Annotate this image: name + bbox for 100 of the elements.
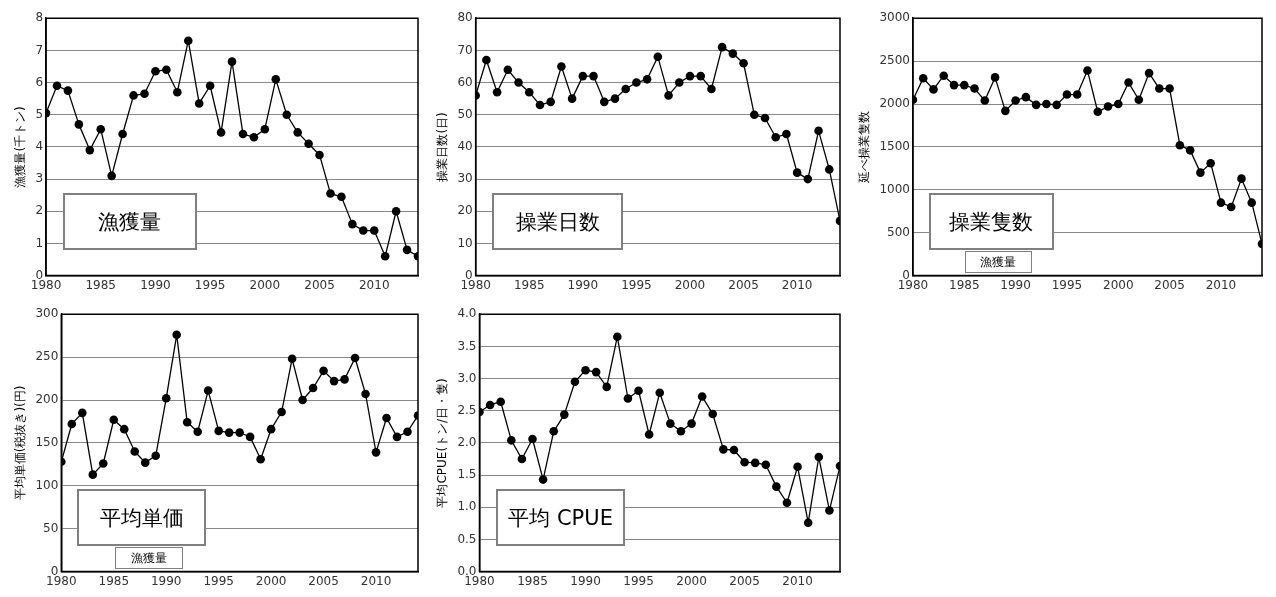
point <box>1021 92 1031 102</box>
y-tick-label: 3.5 <box>457 338 477 353</box>
point <box>277 407 286 417</box>
point <box>825 506 834 515</box>
point <box>249 132 259 142</box>
point <box>235 428 244 437</box>
y-tick-label: 250 <box>35 349 59 364</box>
y-tick-label: 3 <box>35 171 44 186</box>
point <box>182 418 192 427</box>
y-tick-label: 2.0 <box>457 435 477 450</box>
point <box>567 94 577 103</box>
point <box>1042 99 1051 109</box>
point <box>980 96 990 105</box>
point <box>371 448 381 457</box>
point <box>528 434 537 444</box>
x-tick-label: 1985 <box>85 277 117 292</box>
x-tick-label: 2010 <box>1205 277 1237 292</box>
x-tick-label: 1985 <box>513 277 545 292</box>
x-tick-label: 1990 <box>1000 277 1031 292</box>
y-axis-title: 延べ操業隻数 <box>857 110 872 184</box>
point <box>929 85 938 94</box>
point <box>591 367 601 377</box>
point <box>739 58 748 68</box>
point <box>67 419 77 429</box>
point <box>74 120 84 129</box>
text-box: 平均単価 <box>77 489 206 546</box>
y-tick-label: 5 <box>35 106 44 121</box>
point <box>696 71 705 81</box>
point <box>546 97 555 107</box>
y-tick-label: 60 <box>457 74 473 89</box>
text-box: 漁獲量 <box>114 547 183 569</box>
point <box>107 171 116 181</box>
point <box>506 436 516 445</box>
y-tick-label: 80 <box>457 10 473 25</box>
point <box>538 475 548 484</box>
y-tick-label: 50 <box>43 520 59 535</box>
point <box>771 132 781 142</box>
y-tick-label: 40 <box>457 139 473 154</box>
y-tick-label: 1000 <box>879 181 910 196</box>
point <box>970 84 979 93</box>
y-tick-label: 100 <box>35 477 59 492</box>
point <box>1216 198 1226 207</box>
point <box>517 454 527 464</box>
text-box: 操業隻数 <box>928 193 1055 250</box>
point <box>524 87 534 97</box>
point <box>194 99 204 108</box>
point <box>1031 100 1041 110</box>
point <box>782 129 791 139</box>
point <box>340 375 349 384</box>
point <box>589 71 598 81</box>
y-tick-label: 150 <box>35 435 59 450</box>
point <box>1072 90 1082 99</box>
point <box>482 55 491 65</box>
point <box>380 251 390 261</box>
y-tick-label: 4 <box>35 139 44 154</box>
y-tick-label: 4.0 <box>457 306 477 321</box>
point <box>949 80 959 90</box>
x-tick-label: 1990 <box>150 573 182 588</box>
point <box>655 388 665 398</box>
y-tick-label: 1.5 <box>457 467 477 482</box>
y-axis-title: 操業日数(日) <box>435 112 450 182</box>
point <box>203 386 213 395</box>
point <box>361 389 370 399</box>
point <box>1113 99 1123 109</box>
point <box>578 71 588 81</box>
point <box>496 397 505 407</box>
y-tick-label: 500 <box>887 224 910 239</box>
point <box>685 71 695 81</box>
point <box>216 128 226 137</box>
y-tick-label: 2500 <box>879 53 910 68</box>
y-tick-label: 0.5 <box>457 531 477 546</box>
x-tick-label: 1985 <box>98 573 130 588</box>
point <box>162 65 171 74</box>
x-tick-label: 1980 <box>460 277 491 292</box>
point <box>337 192 346 202</box>
point <box>369 226 379 235</box>
point <box>503 65 513 74</box>
point <box>613 332 622 342</box>
x-tick-label: 1995 <box>203 573 234 588</box>
x-tick-label: 1980 <box>46 573 77 588</box>
y-tick-label: 2 <box>35 203 44 218</box>
y-tick-label: 2000 <box>879 96 910 111</box>
point <box>602 382 612 392</box>
point <box>666 419 675 428</box>
point <box>653 52 663 62</box>
point <box>707 84 716 94</box>
point <box>492 87 502 97</box>
point <box>514 78 523 87</box>
point <box>621 84 630 94</box>
y-tick-label: 6 <box>35 74 44 89</box>
point <box>719 445 728 454</box>
y-tick-label: 1.0 <box>457 499 477 514</box>
y-axis-title: 平均CPUE(トン/日・隻) <box>435 378 450 508</box>
text-box: 操業日数 <box>492 193 624 250</box>
point <box>642 75 652 84</box>
x-tick-label: 2005 <box>1154 277 1185 292</box>
point <box>224 428 234 437</box>
point <box>782 498 792 508</box>
x-tick-label: 2000 <box>255 573 287 588</box>
point <box>1185 146 1195 155</box>
